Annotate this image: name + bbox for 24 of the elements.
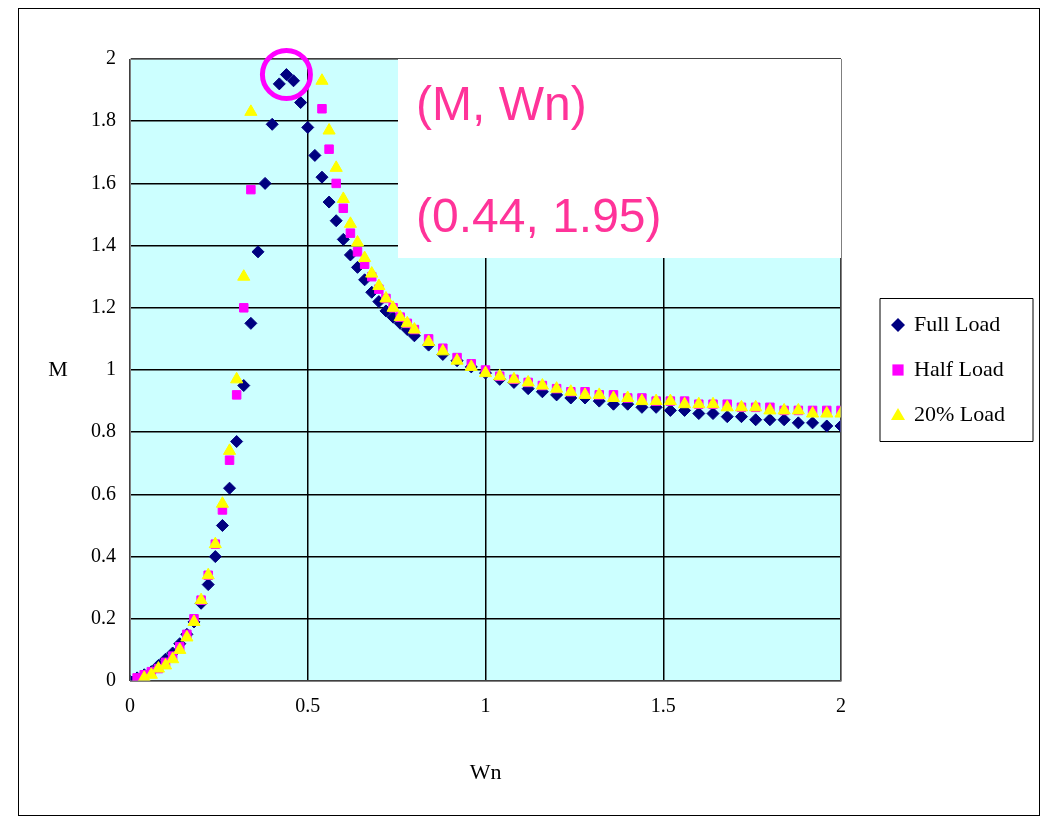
y-tick-label: 2: [106, 46, 116, 69]
x-tick-label: 0: [125, 694, 135, 717]
note-box: (M, Wn) (0.44, 1.95): [398, 59, 841, 259]
y-tick-label: 0.8: [91, 419, 116, 442]
y-tick-label: 1.2: [91, 295, 116, 318]
x-tick-label: 1: [480, 694, 491, 717]
x-tick-label: 2: [836, 694, 846, 717]
annotation: (M, Wn): [416, 76, 588, 132]
y-tick-label: 1.4: [91, 232, 116, 255]
y-tick-label: 1.8: [91, 108, 116, 131]
legend-label: 20% Load: [914, 400, 1006, 426]
x-tick-label: 1.5: [650, 694, 676, 717]
x-axis-title: Wn: [469, 758, 502, 784]
y-tick-label: 1: [106, 357, 116, 380]
y-tick-label: 1.6: [91, 170, 116, 193]
y-tick-label: 0.6: [91, 481, 116, 504]
x-tick-label: 0.5: [295, 694, 321, 717]
y-tick-label: 0: [106, 668, 116, 691]
y-tick-label: 0.4: [91, 543, 116, 566]
y-tick-label: 0.2: [91, 606, 116, 629]
y-axis-title: M: [48, 355, 68, 381]
legend-label: Full Load: [914, 310, 1001, 336]
annotation: (0.44, 1.95): [416, 188, 663, 244]
legend-label: Half Load: [914, 355, 1004, 381]
